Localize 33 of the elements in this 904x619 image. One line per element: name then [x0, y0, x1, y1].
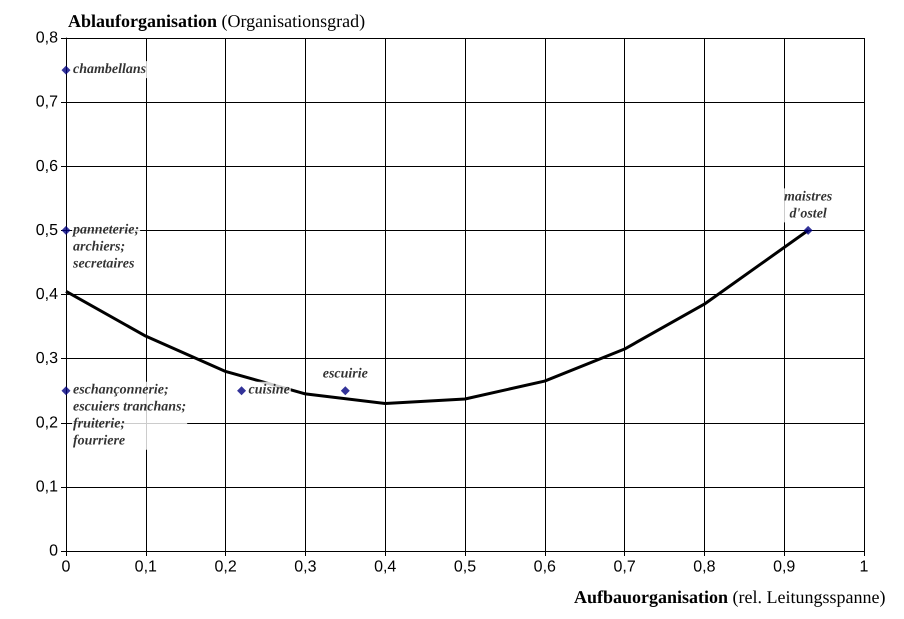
y-tick-label: 0,8: [36, 30, 58, 46]
x-tick-label: 0,3: [294, 558, 317, 576]
annotation: escuirie: [322, 366, 368, 382]
y-tick-label: 0,2: [36, 414, 58, 432]
point: [237, 386, 246, 396]
y-tick-label: 0,6: [36, 158, 58, 175]
y-tick-label: 0,5: [36, 222, 58, 239]
x-tick-label: 0,2: [214, 558, 237, 576]
point: [62, 66, 70, 75]
annotation: cuisine: [248, 382, 290, 398]
x-tick-label: 0: [62, 558, 71, 576]
annotation: chambellans: [73, 62, 147, 78]
x-tick-label: 0,1: [134, 558, 158, 576]
x-tick-label: 0,4: [374, 558, 396, 576]
x-tick-label: 0,8: [693, 558, 716, 576]
point: [340, 386, 350, 396]
y-tick-label: 0,4: [36, 286, 58, 303]
x-axis-title: Aufbauorganisation (rel. Leitungsspanne): [574, 587, 886, 607]
x-tick-label: 0,9: [773, 558, 796, 576]
x-tick-label: 0,6: [534, 558, 556, 576]
x-tick-label: 0,7: [613, 558, 636, 576]
point: [62, 386, 70, 396]
y-tick-label: 0,3: [36, 350, 58, 368]
y-tick-label: 0,1: [36, 478, 58, 496]
point: [804, 226, 813, 235]
x-tick-label: 1: [860, 558, 869, 576]
y-tick-label: 0: [49, 542, 58, 560]
annotation: panneterie; archiers; secretaires: [72, 222, 140, 272]
annotation: eschançonnerie; escuiers tranchans; fruiterie; fourriere: [73, 382, 186, 449]
annotation: maistres d'ostel: [784, 189, 833, 222]
y-tick-label: 0,7: [36, 94, 58, 111]
y-axis-title: Ablauforganisation (Organisationsgrad): [68, 11, 366, 31]
x-tick-label: 0,5: [454, 558, 476, 576]
